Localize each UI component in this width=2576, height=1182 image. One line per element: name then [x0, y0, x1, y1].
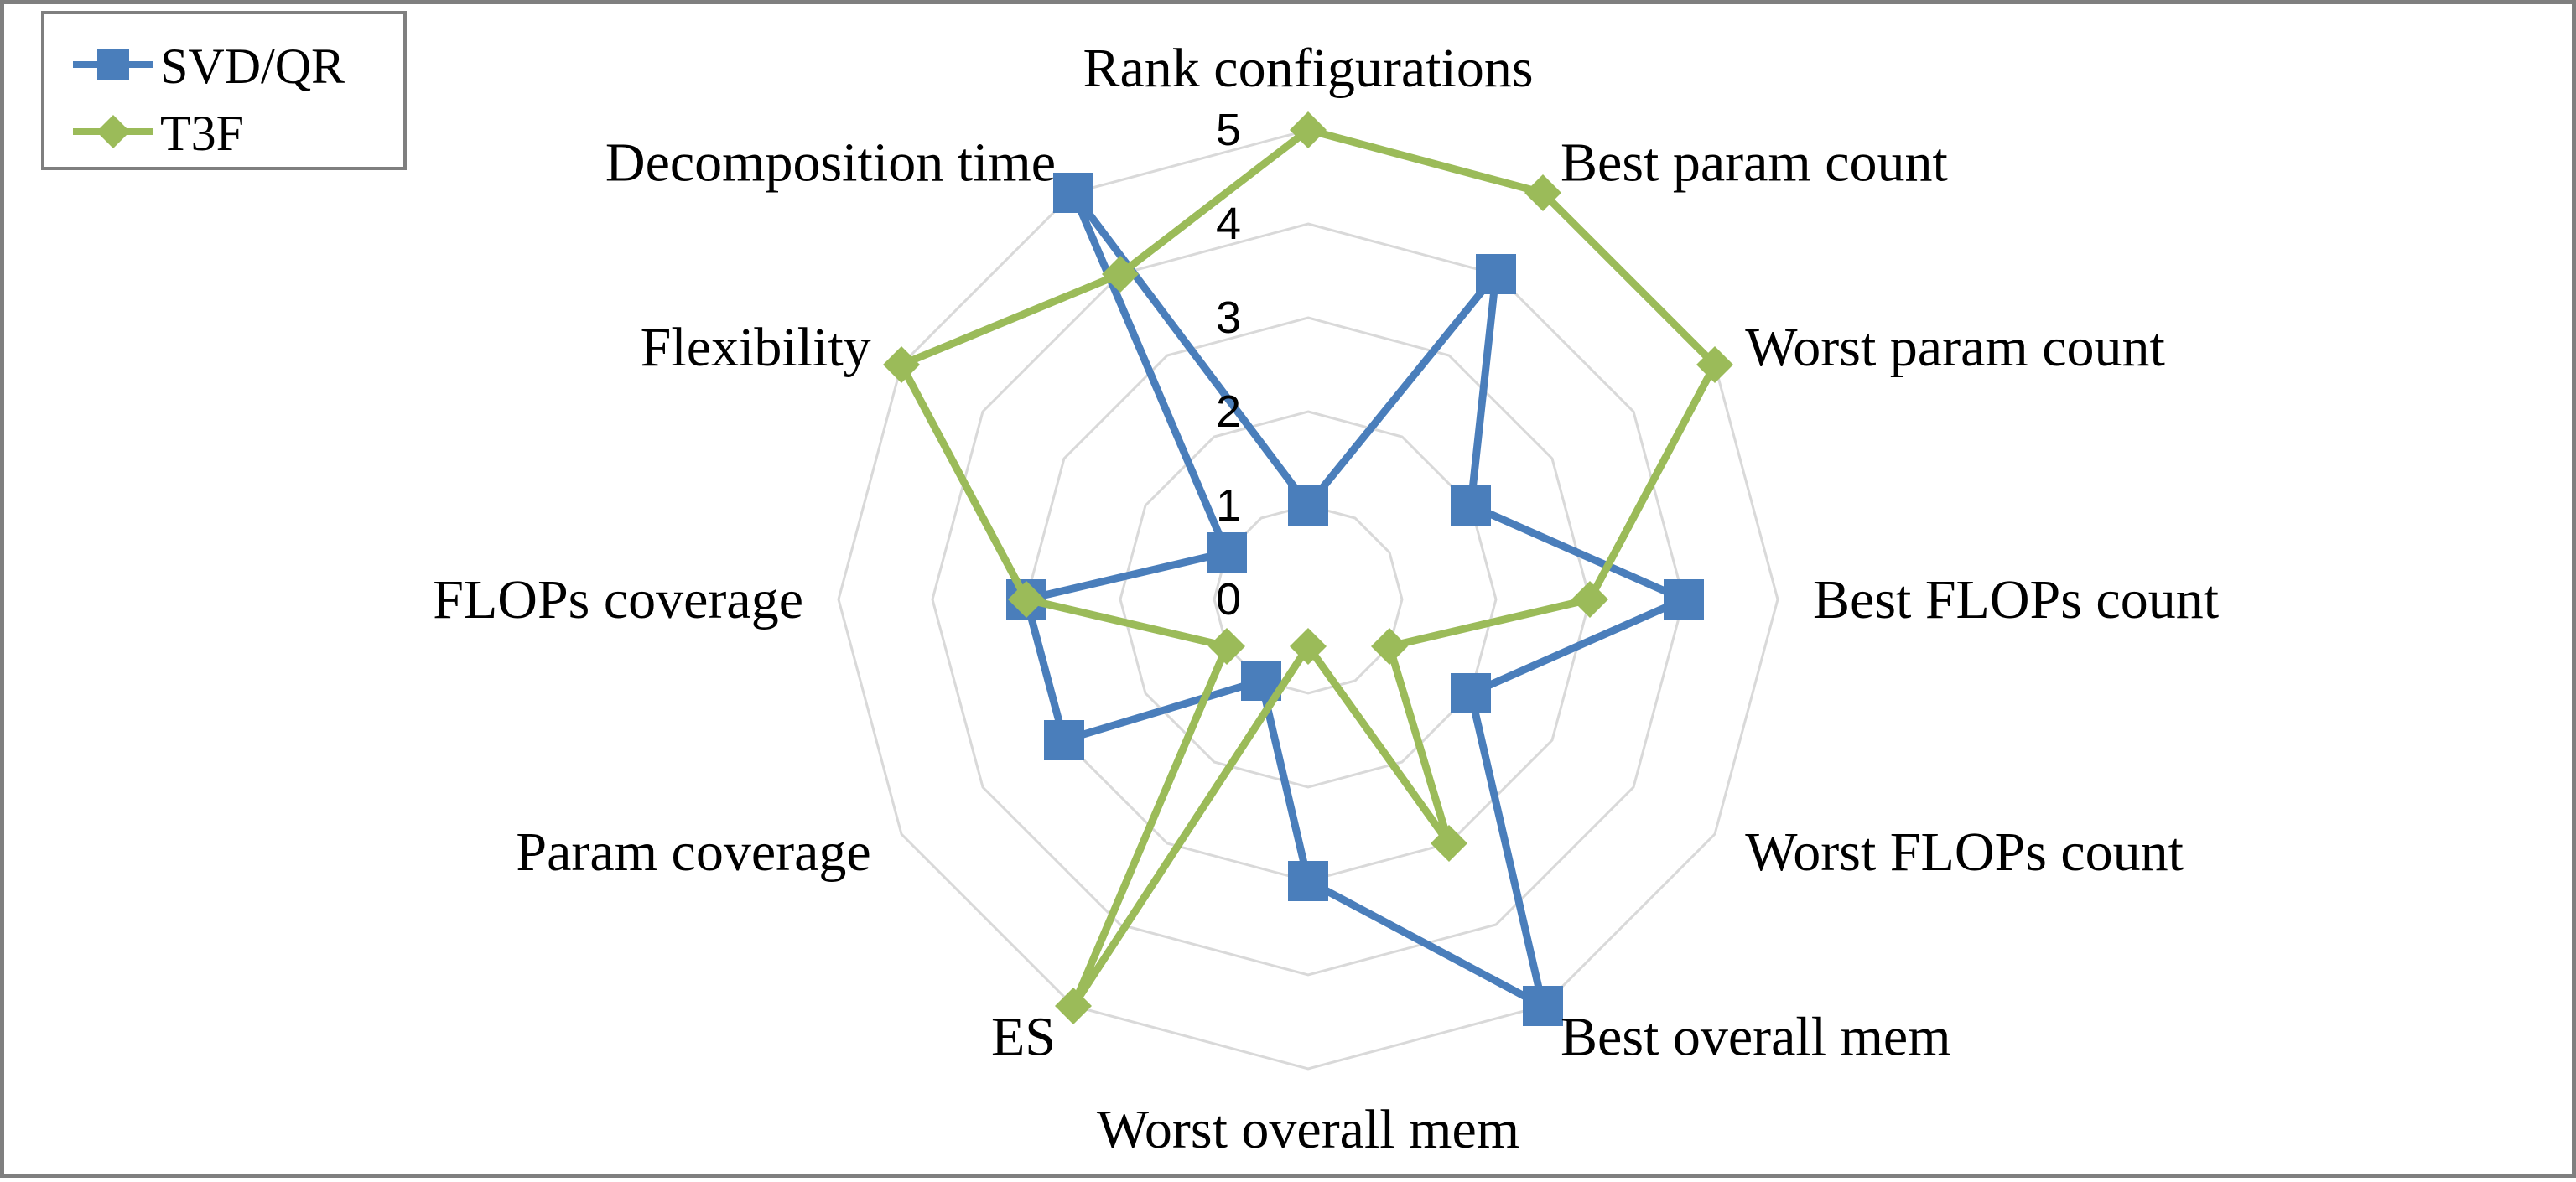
radar-series — [883, 111, 1733, 1026]
data-point — [1290, 628, 1327, 665]
axis-label: Worst overall mem — [1097, 1099, 1519, 1160]
axis-labels: Rank configurations Best param count Worst… — [433, 38, 2219, 1160]
radar-chart: 0 1 2 3 4 5 Rank configurations Best param cou… — [41, 11, 2219, 1160]
data-point — [1208, 628, 1245, 665]
grid-ring-3 — [1025, 316, 1592, 883]
axis-label: Decomposition time — [605, 132, 1056, 194]
data-point — [1207, 532, 1247, 573]
tick-label: 2 — [1216, 386, 1241, 437]
data-point — [1664, 579, 1704, 620]
grid-ring-2 — [1119, 410, 1498, 789]
data-point — [1371, 628, 1408, 665]
axis-label: Best param count — [1561, 132, 1948, 194]
legend-entry-1: T3F — [73, 106, 244, 161]
legend-marker — [96, 115, 130, 148]
grid-ring-5 — [837, 128, 1779, 1071]
legend-marker — [97, 49, 129, 80]
data-point — [1044, 720, 1084, 760]
data-point — [1696, 346, 1733, 383]
data-point — [1288, 485, 1328, 526]
axis-label: Worst FLOPs count — [1745, 822, 2184, 883]
data-point — [1571, 581, 1608, 618]
data-point — [1476, 254, 1516, 294]
tick-label: 0 — [1216, 574, 1241, 625]
radar-grid — [837, 128, 1779, 1071]
tick-label: 1 — [1216, 480, 1241, 531]
data-point — [883, 346, 920, 383]
data-point — [1451, 673, 1491, 713]
data-point — [1055, 988, 1092, 1024]
legend-label: T3F — [160, 106, 244, 161]
axis-label: ES — [991, 1006, 1056, 1067]
radial-tick-labels: 0 1 2 3 4 5 — [1216, 105, 1241, 625]
axis-label: Flexibility — [641, 317, 871, 378]
axis-label: Rank configurations — [1083, 38, 1533, 99]
data-point — [1053, 173, 1093, 213]
tick-label: 3 — [1216, 293, 1241, 343]
grid-ring-4 — [931, 222, 1685, 977]
data-point — [1523, 986, 1563, 1026]
data-point — [1288, 861, 1328, 901]
legend: SVD/QR T3F — [41, 11, 407, 170]
legend-box — [41, 11, 407, 170]
tick-label: 5 — [1216, 105, 1241, 155]
data-point — [1451, 485, 1491, 526]
axis-label: FLOPs coverage — [433, 569, 803, 630]
series-1 — [883, 111, 1733, 1024]
data-point — [1008, 581, 1045, 618]
legend-entry-0: SVD/QR — [73, 39, 345, 94]
data-point — [1431, 825, 1467, 862]
axis-label: Param coverage — [516, 822, 870, 883]
data-point — [1290, 111, 1327, 148]
series-0 — [1006, 173, 1704, 1026]
legend-label: SVD/QR — [160, 39, 345, 94]
data-point — [1102, 256, 1139, 293]
axis-label: Best FLOPs count — [1813, 569, 2219, 630]
axis-label: Best overall mem — [1561, 1006, 1951, 1067]
axis-label: Worst param count — [1745, 317, 2165, 378]
tick-label: 4 — [1216, 199, 1241, 249]
data-point — [1524, 174, 1561, 211]
